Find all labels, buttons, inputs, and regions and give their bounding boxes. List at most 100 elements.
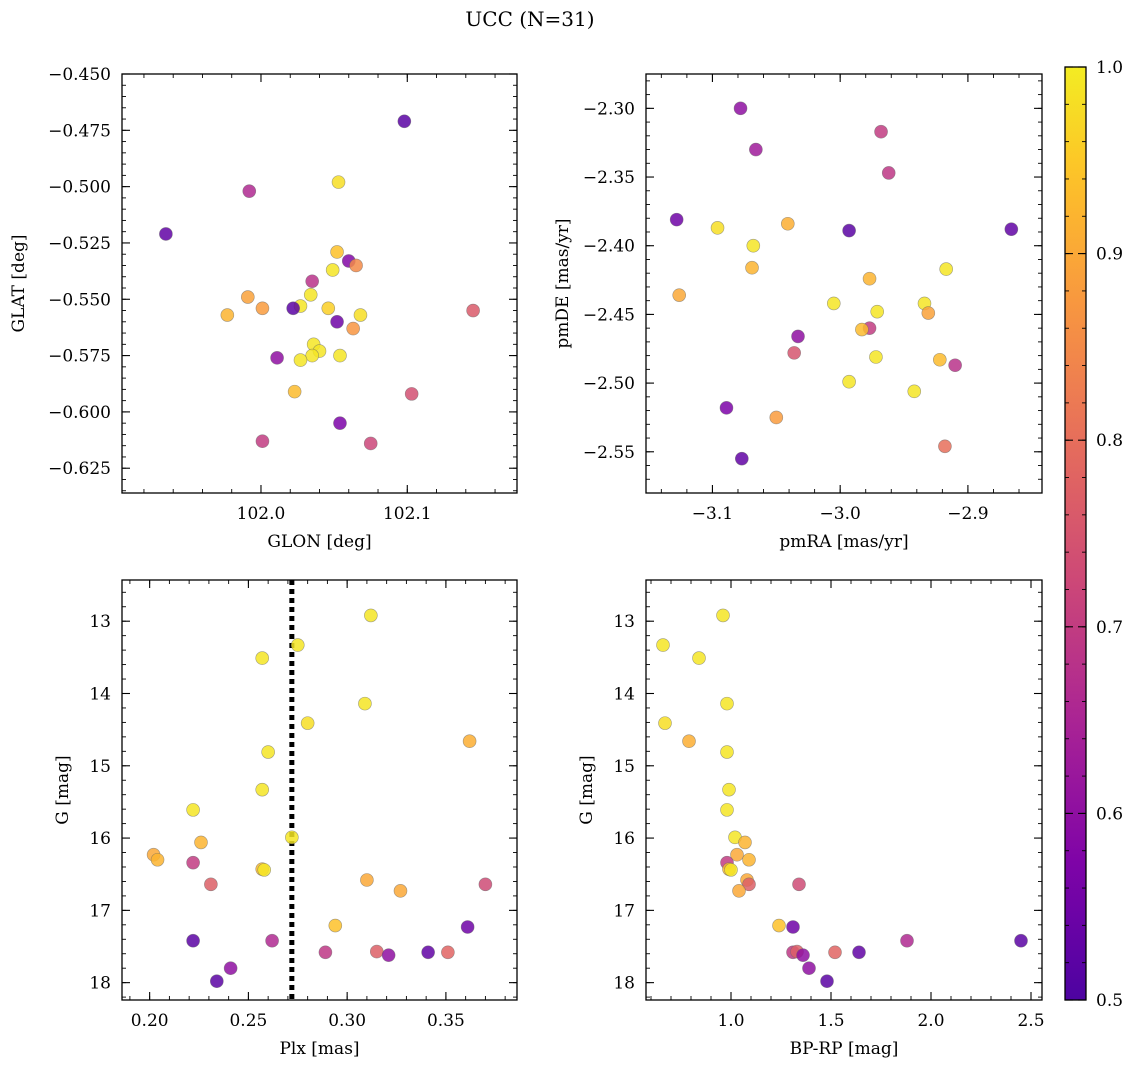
colorbar-gradient bbox=[1064, 66, 1087, 1001]
x-axis-label: BP-RP [mag] bbox=[790, 1039, 899, 1059]
scatter-point bbox=[874, 124, 888, 139]
scatter-point bbox=[466, 303, 480, 318]
scatter-point bbox=[194, 835, 208, 850]
x-tick-label: 1.5 bbox=[817, 1011, 844, 1031]
scatter-point bbox=[210, 974, 224, 989]
panel-bprp_g: 1.0 1.5 2.0 2.5 13 14 15 16 17 18 BP-RP [mag] G [ma… bbox=[577, 579, 1045, 1059]
scatter-point bbox=[331, 175, 346, 189]
y-tick-label: 18 bbox=[613, 974, 635, 994]
scatter-point bbox=[462, 734, 477, 749]
x-tick-label: −3.0 bbox=[820, 504, 861, 524]
panel-glon_glat: 102.0 102.1 −0.450 −0.475 −0.500 −0.525 −0.550… bbox=[9, 65, 518, 552]
scatter-point bbox=[285, 830, 299, 845]
scatter-point bbox=[742, 852, 756, 867]
scatter-point bbox=[290, 638, 305, 652]
colorbar-tick-label: 0.8 bbox=[1096, 431, 1123, 451]
scatter-point bbox=[325, 263, 340, 277]
scatter-point bbox=[780, 216, 795, 231]
scatter-point bbox=[719, 401, 734, 415]
scatter-point bbox=[261, 745, 275, 759]
scatter-point bbox=[241, 290, 255, 304]
scatter-point bbox=[792, 877, 806, 892]
y-tick-label: 18 bbox=[89, 974, 111, 994]
x-tick-label: −3.1 bbox=[692, 504, 733, 524]
y-tick-label: −2.30 bbox=[583, 99, 635, 119]
x-tick-label: −2.9 bbox=[947, 504, 988, 524]
scatter-point bbox=[397, 114, 412, 129]
y-tick-label: −2.35 bbox=[583, 168, 635, 188]
scatter-point bbox=[787, 346, 801, 360]
scatter-point bbox=[257, 863, 272, 877]
scatter-point bbox=[735, 451, 749, 466]
y-axis-label: pmDE [mas/yr] bbox=[553, 218, 573, 348]
scatter-point bbox=[826, 296, 841, 311]
scatter-point bbox=[333, 348, 347, 363]
x-axis-label: GLON [deg] bbox=[267, 532, 371, 552]
scatter-point bbox=[363, 436, 378, 451]
y-tick-label: −0.500 bbox=[48, 178, 111, 198]
scatter-point bbox=[286, 301, 300, 316]
scatter-point bbox=[303, 287, 318, 302]
scatter-point bbox=[852, 945, 866, 960]
colorbar-tick-label: 1.0 bbox=[1096, 58, 1123, 78]
scatter-point bbox=[1004, 222, 1019, 237]
scatter-point bbox=[330, 245, 344, 259]
y-tick-label: −0.525 bbox=[48, 234, 111, 254]
scatter-point bbox=[381, 948, 396, 962]
scatter-point bbox=[393, 884, 408, 898]
scatter-point bbox=[353, 308, 368, 322]
scatter-point bbox=[404, 387, 419, 401]
colorbar: 0.5 0.6 0.7 0.8 0.9 1.0 bbox=[1064, 58, 1123, 1011]
scatter-point bbox=[791, 329, 805, 344]
scatter-point bbox=[692, 651, 706, 665]
y-tick-label: 17 bbox=[613, 901, 635, 921]
scatter-point bbox=[869, 350, 883, 364]
scatter-point bbox=[720, 745, 734, 759]
x-tick-label: 0.25 bbox=[229, 1011, 267, 1031]
scatter-point bbox=[720, 696, 734, 711]
scatter-point bbox=[330, 314, 344, 329]
scatter-point bbox=[255, 301, 270, 316]
scatter-point bbox=[720, 803, 734, 817]
scatter-point bbox=[669, 212, 684, 227]
y-tick-label: −2.55 bbox=[583, 443, 635, 463]
axes-frame bbox=[645, 579, 1043, 1001]
scatter-point bbox=[318, 945, 333, 960]
y-tick-label: 16 bbox=[89, 829, 111, 849]
scatter-point bbox=[305, 274, 319, 289]
scatter-point bbox=[921, 306, 936, 320]
y-axis-label: GLAT [deg] bbox=[9, 234, 29, 332]
axes-frame bbox=[121, 579, 518, 1001]
y-tick-label: −2.40 bbox=[583, 237, 635, 257]
panel-pmra_pmde: −3.1 −3.0 −2.9 −2.30 −2.35 −2.40 −2.45 −2.50 −2.… bbox=[553, 73, 1043, 552]
scatter-point bbox=[223, 961, 238, 975]
scatter-point bbox=[441, 945, 455, 960]
scatter-point bbox=[150, 852, 165, 867]
scatter-point bbox=[478, 877, 493, 892]
scatter-point bbox=[938, 439, 952, 454]
scatter-point bbox=[710, 221, 725, 235]
y-tick-label: 17 bbox=[89, 901, 111, 921]
y-tick-label: 16 bbox=[613, 829, 635, 849]
scatter-point bbox=[933, 352, 947, 367]
scatter-point bbox=[186, 933, 200, 948]
scatter-point bbox=[358, 696, 372, 711]
scatter-point bbox=[300, 716, 315, 730]
y-tick-label: −0.575 bbox=[48, 347, 111, 367]
x-axis-label: Plx [mas] bbox=[279, 1039, 359, 1059]
scatter-point bbox=[796, 948, 810, 962]
scatter-point bbox=[255, 434, 270, 448]
scatter-point bbox=[724, 863, 738, 877]
scatter-point bbox=[321, 301, 336, 316]
y-tick-label: 13 bbox=[89, 612, 111, 632]
y-tick-label: −0.600 bbox=[48, 403, 111, 423]
y-axis-label: G [mag] bbox=[53, 755, 73, 824]
scatter-point bbox=[656, 638, 670, 652]
x-tick-label: 0.35 bbox=[427, 1011, 465, 1031]
x-tick-label: 0.20 bbox=[131, 1011, 169, 1031]
y-tick-label: 14 bbox=[613, 684, 635, 704]
figure-title: UCC (N=31) bbox=[465, 7, 594, 31]
scatter-point bbox=[1014, 933, 1028, 948]
colorbar-tick-label: 0.6 bbox=[1096, 804, 1123, 824]
